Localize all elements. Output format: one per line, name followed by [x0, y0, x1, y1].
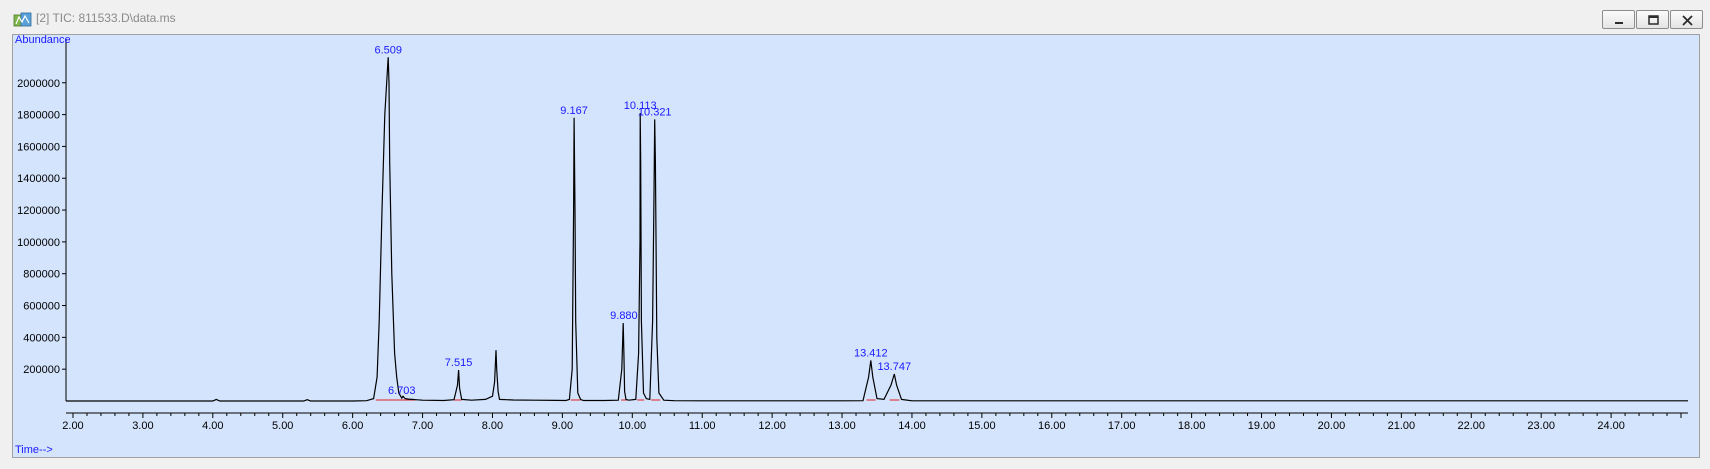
- x-tick-label: 9.00: [552, 420, 573, 432]
- y-tick-label: 800000: [23, 269, 60, 281]
- title-bar[interactable]: [2] TIC: 811533.D\data.ms: [0, 0, 1710, 40]
- y-tick-label: 600000: [23, 301, 60, 313]
- y-tick-label: 1400000: [17, 173, 60, 185]
- peak-label: 13.412: [854, 347, 888, 359]
- x-axis-title: Time-->: [15, 444, 53, 456]
- x-tick-label: 16.00: [1038, 420, 1066, 432]
- x-tick-label: 23.00: [1527, 420, 1555, 432]
- x-tick-label: 10.00: [619, 420, 647, 432]
- peak-label: 9.167: [560, 105, 588, 117]
- x-tick-label: 12.00: [758, 420, 786, 432]
- x-tick-label: 14.00: [898, 420, 926, 432]
- peak-label: 6.509: [374, 44, 402, 56]
- peak-label: 9.880: [610, 310, 638, 322]
- x-tick-label: 6.00: [342, 420, 363, 432]
- restore-button[interactable]: [1636, 10, 1669, 29]
- x-tick-label: 8.00: [482, 420, 503, 432]
- y-tick-label: 400000: [23, 332, 60, 344]
- x-tick-label: 18.00: [1178, 420, 1206, 432]
- window-bottom-border: [0, 458, 1710, 469]
- x-tick-label: 22.00: [1458, 420, 1486, 432]
- axes: 200000 400000 600000 800000 1000000 1200000 14…: [17, 39, 1688, 432]
- y-tick-label: 200000: [23, 364, 60, 376]
- window-title: [2] TIC: 811533.D\data.ms: [36, 11, 176, 25]
- y-axis-title: Abundance: [15, 35, 71, 46]
- x-tick-label: 3.00: [132, 420, 153, 432]
- peak-label: 6.703: [388, 385, 416, 397]
- x-tick-label: 11.00: [689, 420, 716, 432]
- x-tick-label: 13.00: [828, 420, 856, 432]
- x-tick-label: 15.00: [968, 420, 996, 432]
- peak-label: 13.747: [877, 361, 911, 373]
- x-tick-label: 21.00: [1388, 420, 1416, 432]
- plot-area[interactable]: 200000 400000 600000 800000 1000000 1200000 14…: [12, 34, 1700, 458]
- peak-label: 10.113: [624, 100, 657, 112]
- chemstation-app-icon: [13, 12, 32, 27]
- close-button[interactable]: [1670, 10, 1703, 29]
- axis-titles: Abundance Time-->: [15, 34, 71, 456]
- close-icon: [1682, 15, 1693, 26]
- x-tick-label: 17.00: [1108, 420, 1136, 432]
- restore-icon: [1648, 15, 1659, 25]
- peak-label: 10.321: [638, 106, 672, 118]
- x-tick-label: 7.00: [412, 420, 433, 432]
- x-tick-label: 5.00: [272, 420, 293, 432]
- tic-trace-layer: [66, 57, 1688, 402]
- chromatogram-chart: 200000 400000 600000 800000 1000000 1200000 14…: [15, 34, 1688, 456]
- x-tick-label: 20.00: [1318, 420, 1346, 432]
- minimize-icon: [1615, 22, 1623, 24]
- tic-trace: [66, 57, 1688, 402]
- y-tick-label: 1000000: [17, 237, 60, 249]
- x-tick-label: 4.00: [202, 420, 223, 432]
- peak-label: 7.515: [445, 357, 473, 369]
- y-tick-label: 2000000: [17, 78, 60, 90]
- x-tick-label: 2.00: [62, 420, 83, 432]
- x-tick-label: 24.00: [1597, 420, 1625, 432]
- y-tick-label: 1200000: [17, 205, 60, 217]
- minimize-button[interactable]: [1602, 10, 1635, 29]
- y-tick-label: 1800000: [17, 110, 60, 122]
- y-tick-label: 1600000: [17, 141, 60, 153]
- x-tick-label: 19.00: [1248, 420, 1276, 432]
